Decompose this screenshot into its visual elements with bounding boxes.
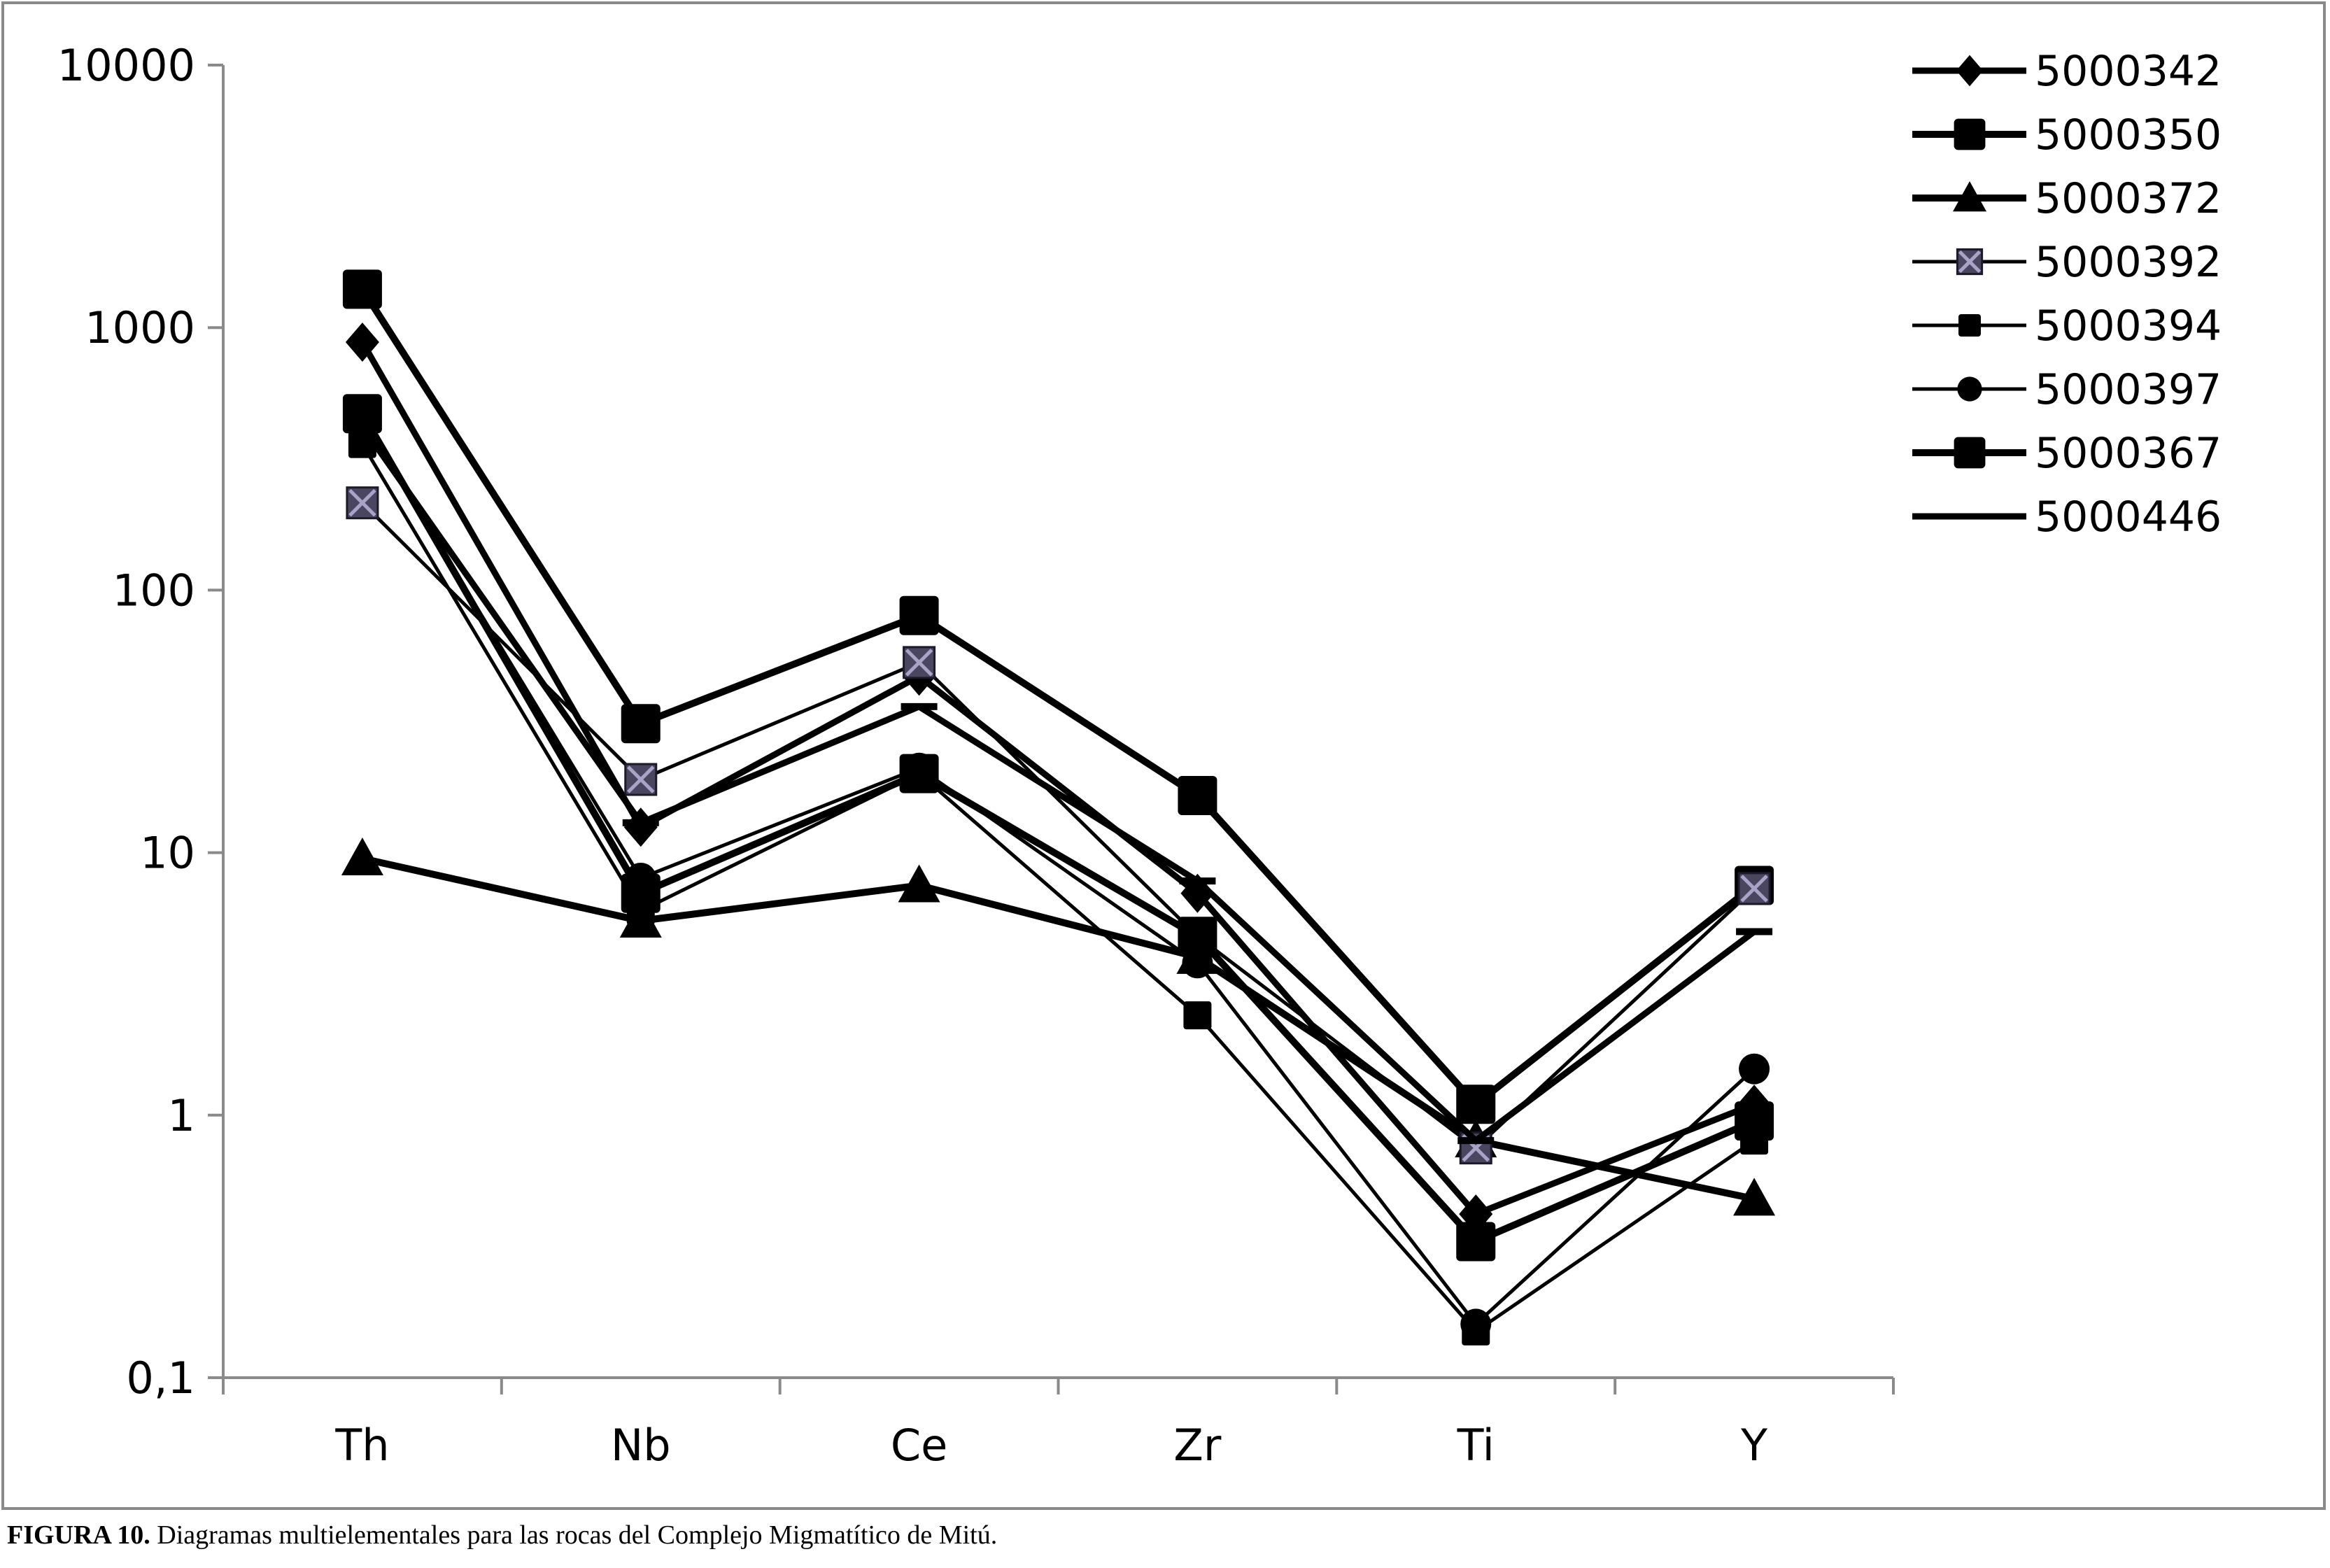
legend-item-5000342: 5000342 (1912, 47, 2222, 96)
series-5000446 (344, 423, 1773, 1145)
y-tick-label: 1 (168, 1090, 195, 1141)
series-line (360, 418, 1756, 1326)
data-point (1953, 181, 1986, 212)
series-line (360, 443, 1756, 1334)
series-5000342 (345, 323, 1772, 1234)
data-point (898, 864, 940, 903)
caption-label: FIGURA 10. (7, 1520, 150, 1550)
data-point (621, 704, 661, 744)
legend-item-5000394: 5000394 (1912, 302, 2222, 351)
legend-item-5000392: 5000392 (1912, 238, 2222, 287)
data-point (903, 646, 936, 679)
data-point (1739, 1053, 1770, 1085)
data-point (1733, 1178, 1776, 1216)
data-point (1178, 776, 1217, 815)
series-line (360, 340, 1756, 1217)
data-point (346, 486, 379, 520)
y-tick-label: 1000 (85, 302, 195, 353)
data-point (1737, 872, 1771, 905)
data-point (342, 269, 382, 309)
data-point (1957, 376, 1982, 402)
data-point (1183, 1001, 1212, 1030)
data-point (1954, 437, 1986, 469)
legend-item-5000372: 5000372 (1912, 174, 2222, 223)
legend-label: 5000392 (2035, 238, 2222, 287)
caption-text: Diagramas multielementales para las roca… (157, 1520, 998, 1550)
data-point (623, 807, 658, 847)
x-tick-label: Ti (1457, 1420, 1495, 1471)
series-line (359, 287, 1757, 1108)
legend-label: 5000342 (2035, 47, 2222, 96)
data-point (1956, 248, 1984, 276)
legend-label: 5000367 (2035, 429, 2222, 478)
data-point (345, 323, 379, 362)
x-tick-label: Th (334, 1420, 389, 1471)
series-5000367 (342, 394, 1774, 1262)
legend-label: 5000372 (2035, 174, 2222, 223)
data-point (1456, 1085, 1496, 1124)
data-point (899, 754, 939, 793)
data-point (1178, 917, 1217, 956)
data-point (624, 763, 658, 796)
data-point (1735, 1101, 1774, 1141)
y-tick-label: 0,1 (126, 1352, 195, 1404)
legend-item-5000367: 5000367 (1912, 429, 2222, 478)
series-line (361, 855, 1756, 1203)
data-point (1460, 1308, 1492, 1340)
legend-label: 5000350 (2035, 111, 2222, 160)
chart-frame: 0,1 1 10 100 1000 10000 Th Nb Ce Zr Ti Y 5000342 500… (1, 1, 2326, 1510)
chart-legend: 5000342 5000350 5000372 5000392 5000394 50003… (1912, 47, 2222, 542)
legend-label: 5000446 (2035, 493, 2222, 542)
series-5000397 (346, 403, 1770, 1340)
y-tick-label: 10 (140, 828, 195, 879)
data-point (341, 837, 383, 875)
data-point (899, 595, 939, 635)
series-layer (341, 269, 1776, 1345)
x-tick-label: Y (1740, 1420, 1767, 1471)
figure-caption: FIGURA 10. Diagramas multielementales pa… (7, 1520, 997, 1551)
legend-label: 5000394 (2035, 302, 2222, 351)
series-line (359, 411, 1756, 1245)
data-point (1456, 1222, 1496, 1262)
x-tick-label: Zr (1173, 1420, 1221, 1471)
x-tick-label: Ce (891, 1420, 947, 1471)
series-line (360, 424, 1756, 1144)
y-tick-label: 10000 (57, 40, 195, 91)
data-point (621, 873, 661, 913)
legend-item-5000446: 5000446 (1912, 493, 2222, 542)
y-tick-label: 100 (113, 565, 195, 616)
legend-item-5000397: 5000397 (1912, 365, 2222, 414)
data-point (1958, 314, 1981, 337)
x-tick-label: Nb (611, 1420, 671, 1471)
series-5000392 (346, 486, 1771, 1165)
data-point (1954, 118, 1986, 150)
data-point (1956, 55, 1984, 87)
chart-axes: 0,1 1 10 100 1000 10000 Th Nb Ce Zr Ti Y (57, 40, 1895, 1471)
legend-item-5000350: 5000350 (1912, 111, 2222, 160)
legend-label: 5000397 (2035, 365, 2222, 414)
